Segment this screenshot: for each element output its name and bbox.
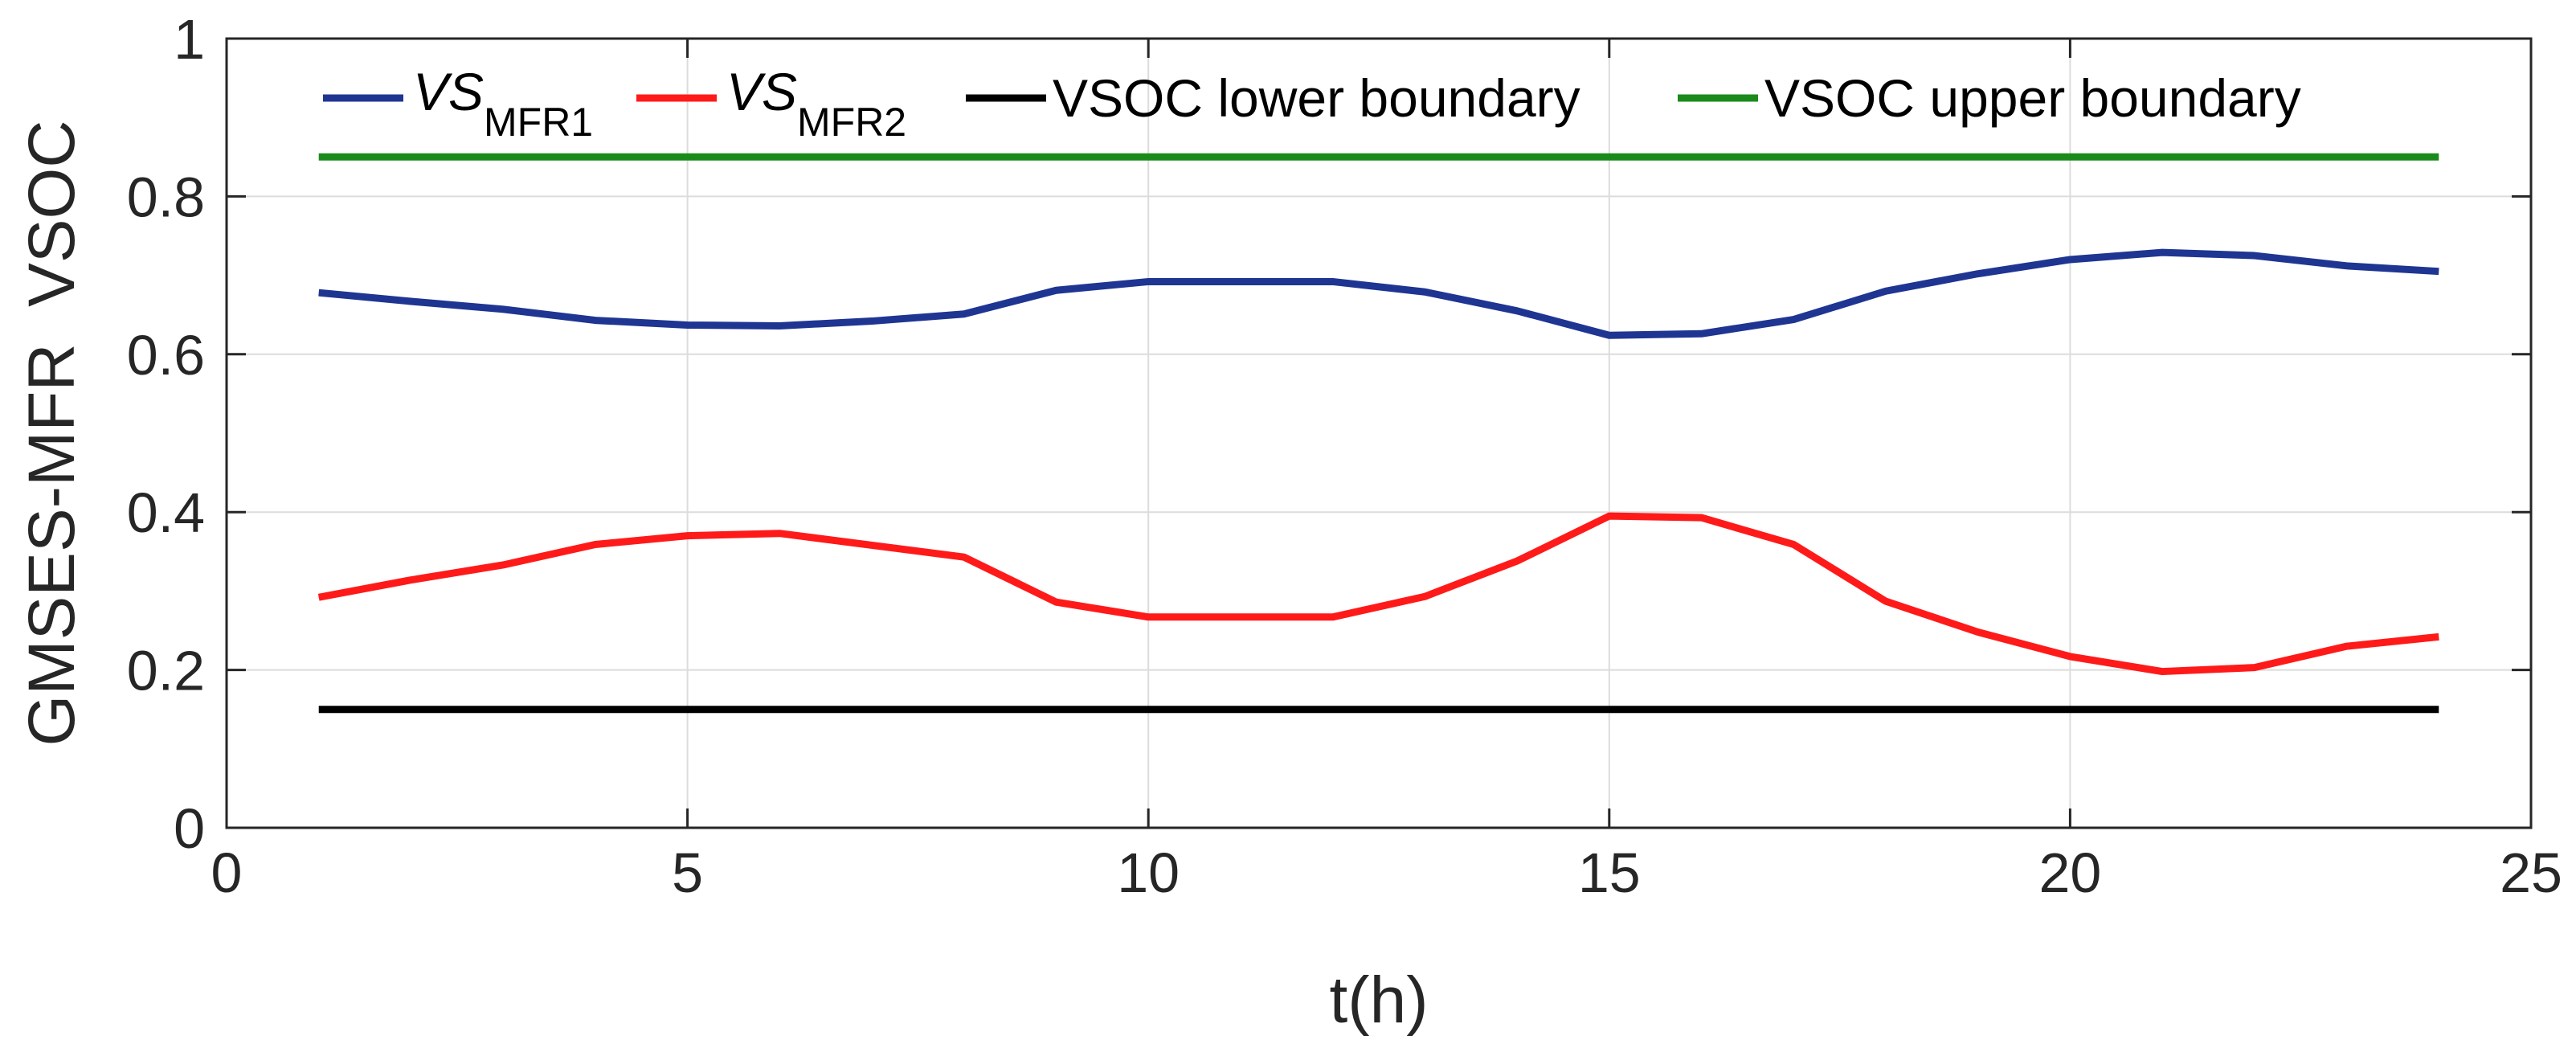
legend-label-vsoc-upper-boundary: VSOC upper boundary xyxy=(1764,68,2301,128)
x-tick-label: 20 xyxy=(2038,841,2101,904)
legend-subscript-vs-mfr1: MFR1 xyxy=(484,100,593,145)
series-line-vs-mfr1 xyxy=(318,248,2439,339)
x-tick-label: 10 xyxy=(1117,841,1180,904)
legend-label-vs-mfr1: VS xyxy=(413,62,484,121)
legend-label-vsoc-lower-boundary: VSOC lower boundary xyxy=(1053,68,1580,128)
x-tick-label: 5 xyxy=(672,841,703,904)
legend-label-vs-mfr2: VS xyxy=(726,62,797,121)
y-tick-label: 0.4 xyxy=(127,481,205,544)
x-tick-label: 0 xyxy=(211,841,243,904)
axis-ticks: 0 5 10 15 20 25 0 0.2 0.4 0.6 0.8 1 xyxy=(127,8,2562,904)
x-tick-label: 15 xyxy=(1578,841,1641,904)
y-tick-label: 0 xyxy=(174,797,205,860)
plot-frame xyxy=(225,37,2533,829)
series-line-vs-mfr2 xyxy=(317,512,2439,676)
x-tick-label: 25 xyxy=(2500,841,2562,904)
legend-subscript-vs-mfr2: MFR2 xyxy=(797,100,906,145)
y-tick-label: 0.6 xyxy=(127,324,205,387)
y-tick-label: 0.2 xyxy=(127,640,205,702)
y-tick-label: 0.8 xyxy=(127,166,205,228)
y-tick-label: 1 xyxy=(174,8,205,71)
series-lines xyxy=(317,153,2439,714)
x-axis-label: t(h) xyxy=(1330,964,1429,1037)
y-axis-label: GMSES-MFR VSOC xyxy=(15,120,88,746)
